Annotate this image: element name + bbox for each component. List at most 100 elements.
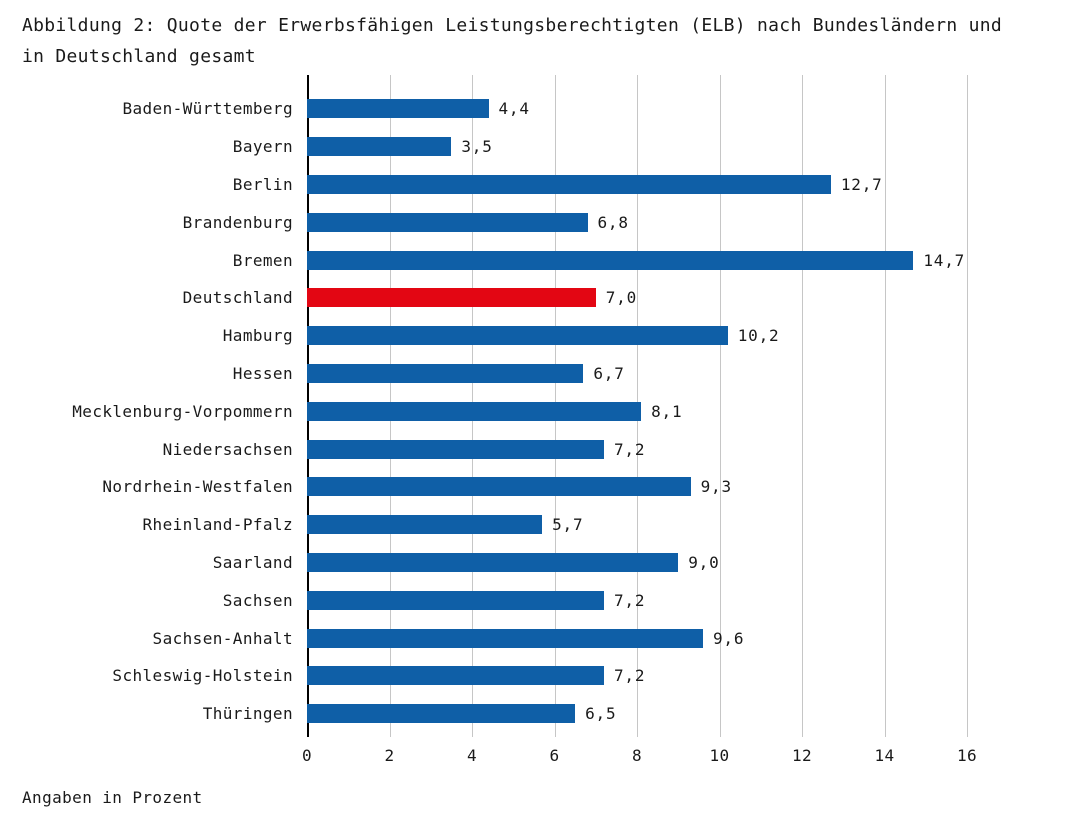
- category-label: Brandenburg: [182, 212, 293, 232]
- bar: [307, 666, 604, 686]
- x-tick-label: 16: [956, 746, 978, 765]
- table-row: Berlin 12,7: [0, 166, 1086, 204]
- value-label: 9,0: [688, 552, 720, 572]
- value-label: 6,5: [585, 704, 617, 724]
- table-row: Brandenburg 6,8: [0, 203, 1086, 241]
- value-label: 5,7: [552, 515, 584, 535]
- bar: [307, 212, 588, 232]
- bar-track: 8,1: [307, 392, 967, 430]
- value-label: 7,2: [614, 439, 646, 459]
- bar-track: 7,2: [307, 430, 967, 468]
- x-tick-label: 2: [384, 746, 395, 765]
- x-tick-label: 14: [874, 746, 895, 765]
- table-row: Sachsen-Anhalt 9,6: [0, 619, 1086, 657]
- bar: [307, 99, 489, 119]
- table-row: Mecklenburg-Vorpommern 8,1: [0, 392, 1086, 430]
- bar-track: 4,4: [307, 90, 967, 128]
- bar-track: 3,5: [307, 128, 967, 166]
- gridline-16: [967, 75, 968, 737]
- table-row: Deutschland 7,0: [0, 279, 1086, 317]
- table-row: Bremen 14,7: [0, 241, 1086, 279]
- x-tick-label: 8: [631, 746, 643, 765]
- bar: [307, 326, 728, 346]
- bar: [307, 515, 543, 535]
- value-label: 12,7: [840, 174, 883, 194]
- value-label: 14,7: [923, 250, 966, 270]
- value-label: 7,2: [614, 666, 646, 686]
- bar: [307, 628, 703, 648]
- x-tick-label: 6: [549, 746, 560, 765]
- category-label: Rheinland-Pfalz: [142, 515, 293, 535]
- bar-track: 7,2: [307, 657, 967, 695]
- table-row: Bayern 3,5: [0, 128, 1086, 166]
- bar-track: 9,0: [307, 544, 967, 582]
- figure-title-line2: in Deutschland gesamt: [22, 46, 256, 67]
- figure-title: Abbildung 2: Quote der Erwerbsfähigen Le…: [22, 10, 1002, 72]
- category-label: Hamburg: [222, 326, 293, 346]
- gridline-12: [802, 75, 803, 737]
- category-label: Baden-Württemberg: [122, 99, 293, 119]
- figure-title-line1: Abbildung 2: Quote der Erwerbsfähigen Le…: [22, 15, 1003, 36]
- value-label: 6,8: [597, 212, 629, 232]
- value-label: 7,2: [614, 590, 646, 610]
- table-row: Niedersachsen 7,2: [0, 430, 1086, 468]
- bar: [307, 137, 452, 157]
- category-label: Bayern: [232, 137, 293, 157]
- gridline-14: [884, 75, 886, 737]
- bar: [307, 552, 679, 572]
- category-label: Bremen: [232, 250, 293, 270]
- bar-track: 6,8: [307, 203, 967, 241]
- category-label: Hessen: [232, 363, 293, 383]
- x-tick-label: 10: [709, 746, 730, 765]
- bar-rows: Baden-Württemberg 4,4 Bayern 3,5 Berlin 12,7 B…: [0, 90, 1086, 733]
- category-label: Sachsen: [222, 590, 293, 610]
- bar: [307, 704, 576, 724]
- category-label: Sachsen-Anhalt: [152, 628, 293, 648]
- table-row: Baden-Württemberg 4,4: [0, 90, 1086, 128]
- x-tick-label: 0: [301, 746, 313, 765]
- bar-track: 10,2: [307, 317, 967, 355]
- value-label: 9,6: [713, 628, 745, 648]
- table-row: Hessen 6,7: [0, 355, 1086, 393]
- bar-track: 5,7: [307, 506, 967, 544]
- table-row: Nordrhein-Westfalen 9,3: [0, 468, 1086, 506]
- category-label: Thüringen: [202, 704, 293, 724]
- table-row: Rheinland-Pfalz 5,7: [0, 506, 1086, 544]
- bar-track: 9,6: [307, 619, 967, 657]
- table-row: Saarland 9,0: [0, 544, 1086, 582]
- bar-track: 9,3: [307, 468, 967, 506]
- category-label: Mecklenburg-Vorpommern: [72, 401, 293, 421]
- bar: [307, 174, 831, 194]
- bar-track: 6,7: [307, 355, 967, 393]
- bar: [307, 401, 642, 421]
- category-label: Schleswig-Holstein: [112, 666, 293, 686]
- bar: [307, 363, 584, 383]
- category-label: Deutschland: [182, 288, 293, 308]
- footnote: Angaben in Prozent: [22, 788, 203, 807]
- category-label: Saarland: [212, 552, 293, 572]
- value-label: 4,4: [498, 99, 530, 119]
- x-tick-label: 4: [466, 746, 478, 765]
- category-label: Niedersachsen: [162, 439, 293, 459]
- value-label: 8,1: [651, 401, 683, 421]
- bar: [307, 439, 604, 459]
- table-row: Hamburg 10,2: [0, 317, 1086, 355]
- category-label: Nordrhein-Westfalen: [102, 477, 293, 497]
- bar-track: 7,2: [307, 581, 967, 619]
- value-label: 10,2: [737, 326, 780, 346]
- bar-track: 7,0: [307, 279, 967, 317]
- bar-track: 6,5: [307, 695, 967, 733]
- table-row: Schleswig-Holstein 7,2: [0, 657, 1086, 695]
- value-label: 7,0: [605, 288, 638, 308]
- x-tick-label: 12: [791, 746, 813, 765]
- value-label: 9,3: [700, 477, 732, 497]
- bar: [307, 477, 691, 497]
- bar-track: 12,7: [307, 166, 967, 204]
- x-axis: 0 2 4 6 8 10 12 14 16: [302, 744, 977, 770]
- bar-highlighted: [307, 288, 596, 308]
- gridline-10: [719, 75, 721, 737]
- bar: [307, 590, 604, 610]
- bar-chart: Baden-Württemberg 4,4 Bayern 3,5 Berlin 12,7 B…: [0, 75, 1086, 775]
- bar: [307, 250, 914, 270]
